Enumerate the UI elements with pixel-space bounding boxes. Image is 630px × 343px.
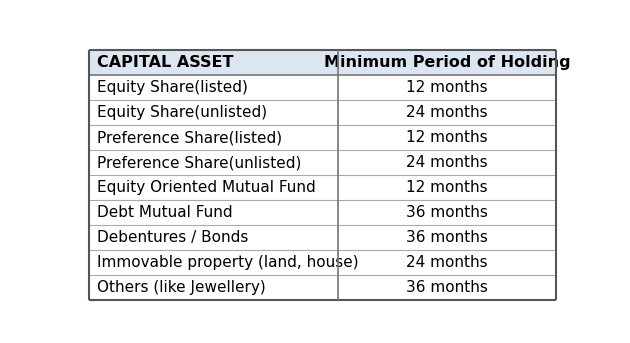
Text: Preference Share(listed): Preference Share(listed) [97, 130, 282, 145]
Text: Equity Share(listed): Equity Share(listed) [97, 80, 248, 95]
Text: 12 months: 12 months [406, 80, 488, 95]
Text: 24 months: 24 months [406, 155, 488, 170]
Text: 24 months: 24 months [406, 105, 488, 120]
Text: 36 months: 36 months [406, 280, 488, 295]
Text: Equity Share(unlisted): Equity Share(unlisted) [97, 105, 267, 120]
Text: 36 months: 36 months [406, 205, 488, 220]
Bar [89, 150, 556, 175]
Bar [89, 75, 556, 100]
Text: Preference Share(unlisted): Preference Share(unlisted) [97, 155, 301, 170]
Bar [89, 50, 556, 75]
Text: Immovable property (land, house): Immovable property (land, house) [97, 255, 358, 270]
Text: Equity Oriented Mutual Fund: Equity Oriented Mutual Fund [97, 180, 316, 195]
Text: 12 months: 12 months [406, 130, 488, 145]
Text: 24 months: 24 months [406, 255, 488, 270]
Text: 36 months: 36 months [406, 230, 488, 245]
Bar [89, 225, 556, 250]
Text: Debentures / Bonds: Debentures / Bonds [97, 230, 248, 245]
Bar [89, 275, 556, 300]
Bar [89, 125, 556, 150]
Bar [89, 175, 556, 200]
Text: CAPITAL ASSET: CAPITAL ASSET [97, 55, 233, 70]
Bar [89, 100, 556, 125]
Text: Minimum Period of Holding: Minimum Period of Holding [324, 55, 570, 70]
Bar [89, 200, 556, 225]
Text: Debt Mutual Fund: Debt Mutual Fund [97, 205, 232, 220]
Text: Others (like Jewellery): Others (like Jewellery) [97, 280, 266, 295]
Text: 12 months: 12 months [406, 180, 488, 195]
Bar [89, 250, 556, 275]
